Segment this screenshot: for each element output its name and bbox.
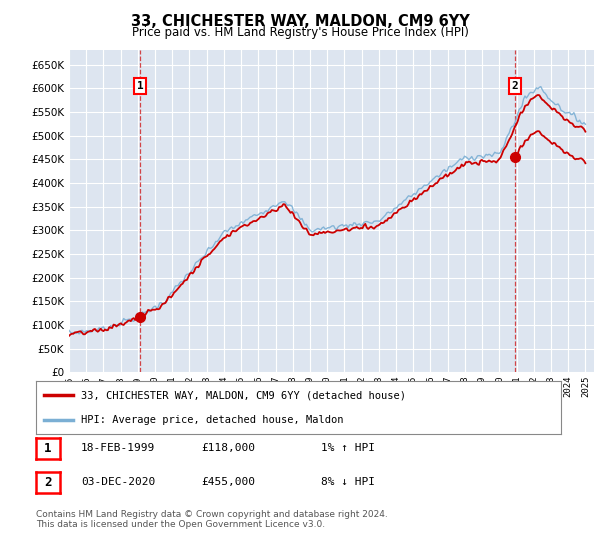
Text: £118,000: £118,000 <box>201 443 255 453</box>
Text: 2: 2 <box>44 475 52 489</box>
Text: 18-FEB-1999: 18-FEB-1999 <box>81 443 155 453</box>
Text: 1% ↑ HPI: 1% ↑ HPI <box>321 443 375 453</box>
Text: 03-DEC-2020: 03-DEC-2020 <box>81 477 155 487</box>
Text: 33, CHICHESTER WAY, MALDON, CM9 6YY (detached house): 33, CHICHESTER WAY, MALDON, CM9 6YY (det… <box>80 390 406 400</box>
Text: 33, CHICHESTER WAY, MALDON, CM9 6YY: 33, CHICHESTER WAY, MALDON, CM9 6YY <box>131 14 469 29</box>
Text: 8% ↓ HPI: 8% ↓ HPI <box>321 477 375 487</box>
Text: 1: 1 <box>44 442 52 455</box>
Text: 1: 1 <box>137 81 143 91</box>
Text: 2: 2 <box>512 81 518 91</box>
Text: Price paid vs. HM Land Registry's House Price Index (HPI): Price paid vs. HM Land Registry's House … <box>131 26 469 39</box>
Text: HPI: Average price, detached house, Maldon: HPI: Average price, detached house, Mald… <box>80 414 343 424</box>
Text: Contains HM Land Registry data © Crown copyright and database right 2024.
This d: Contains HM Land Registry data © Crown c… <box>36 510 388 529</box>
Text: £455,000: £455,000 <box>201 477 255 487</box>
